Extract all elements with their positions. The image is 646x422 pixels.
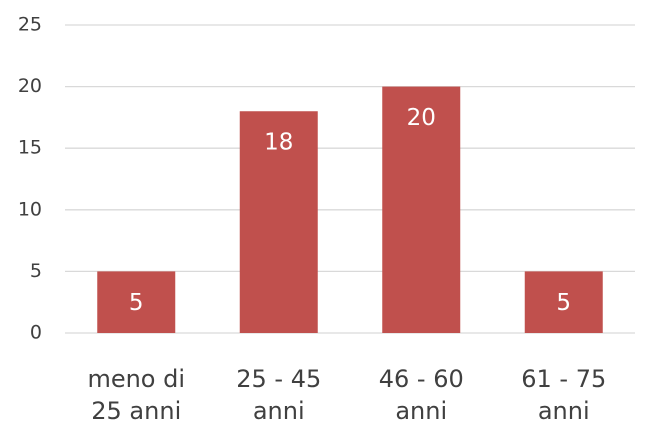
bar [97, 271, 176, 333]
x-tick-label: 46 - 60 anni [379, 365, 464, 422]
data-label: 5 [129, 290, 144, 316]
x-tick-label: 25 - 45 anni [236, 365, 321, 422]
y-tick-label: 0 [30, 322, 42, 344]
x-tick-label: 61 - 75 anni [521, 365, 606, 422]
bar [524, 271, 603, 333]
bar [239, 111, 318, 334]
x-tick-label: meno di 25 anni [87, 365, 185, 422]
bar [382, 86, 461, 333]
y-tick-label: 5 [30, 260, 42, 282]
y-tick-label: 20 [18, 75, 42, 97]
y-tick-label: 15 [18, 137, 42, 159]
y-tick-label: 10 [18, 198, 42, 220]
data-label: 20 [407, 105, 436, 131]
data-label: 5 [556, 290, 571, 316]
y-tick-label: 25 [18, 14, 42, 36]
data-label: 18 [264, 130, 293, 156]
